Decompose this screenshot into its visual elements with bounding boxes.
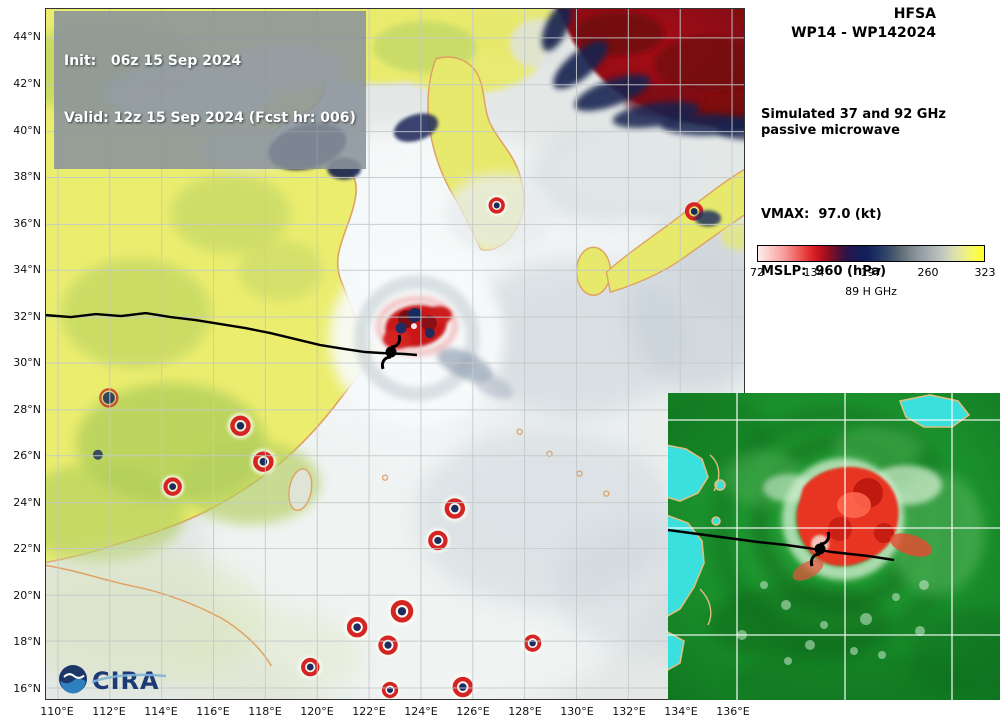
colorbar-tick-label: 260	[917, 266, 939, 279]
storm-id: WP14 - WP142024	[791, 25, 936, 41]
lon-label: 110°E	[40, 705, 74, 718]
lat-label: 34°N	[13, 263, 41, 276]
lat-label: 44°N	[13, 30, 41, 43]
storm-stats: VMAX: 97.0 (kt) MSLP: 960 (hPa)	[761, 167, 886, 319]
lat-label: 30°N	[13, 356, 41, 369]
lat-label: 16°N	[13, 682, 41, 695]
storm-inset-37ghz	[668, 393, 1000, 700]
lon-label: 132°E	[612, 705, 646, 718]
colorbar-units-label: 89 H GHz	[845, 285, 897, 298]
forecast-title-overlay: Init: 06z 15 Sep 2024 Valid: 12z 15 Sep …	[54, 11, 366, 169]
cyclone-position-marker	[380, 334, 402, 370]
inset-track-line	[668, 528, 895, 562]
forecast-track-line	[46, 311, 418, 357]
lat-label: 18°N	[13, 635, 41, 648]
lon-label: 120°E	[300, 705, 334, 718]
panel-header: HFSA WP14 - WP142024	[791, 5, 936, 43]
lon-label: 128°E	[508, 705, 542, 718]
inset-cyclone-marker	[809, 531, 831, 567]
lon-label: 130°E	[560, 705, 594, 718]
cira-wordmark: CIRA	[92, 667, 160, 695]
lat-label: 24°N	[13, 496, 41, 509]
init-time-label: Init: 06z 15 Sep 2024	[64, 53, 242, 69]
cira-logo: CIRA	[91, 667, 167, 695]
inset-microwave-field	[668, 393, 1000, 700]
lat-label: 20°N	[13, 589, 41, 602]
colorbar-tick-label: 323	[974, 266, 996, 279]
inset-grid-lines	[668, 393, 1000, 700]
inset-land	[668, 394, 971, 671]
valid-time-label: Valid: 12z 15 Sep 2024 (Fcst hr: 006)	[64, 110, 356, 126]
lon-label: 126°E	[456, 705, 490, 718]
lat-label: 36°N	[13, 217, 41, 230]
model-name: HFSA	[893, 6, 936, 22]
lat-label: 38°N	[13, 170, 41, 183]
lat-label: 26°N	[13, 449, 41, 462]
noaa-logo	[59, 665, 87, 694]
lon-label: 114°E	[144, 705, 178, 718]
colorbar-gradient	[757, 245, 985, 262]
product-description-line1: Simulated 37 and 92 GHz	[761, 107, 946, 122]
convective-cells	[92, 195, 722, 699]
lon-label: 116°E	[196, 705, 230, 718]
product-description-line2: passive microwave	[761, 123, 900, 138]
colorbar-tick-label: 197	[860, 266, 882, 279]
lon-label: 136°E	[716, 705, 750, 718]
main-map: Init: 06z 15 Sep 2024 Valid: 12z 15 Sep …	[45, 8, 745, 700]
lon-label: 122°E	[352, 705, 386, 718]
lat-label: 40°N	[13, 124, 41, 137]
lat-label: 28°N	[13, 403, 41, 416]
vmax-value: VMAX: 97.0 (kt)	[761, 207, 882, 222]
product-description: Simulated 37 and 92 GHz passive microwav…	[761, 107, 946, 139]
lon-label: 118°E	[248, 705, 282, 718]
colorbar-tick-label: 72	[750, 266, 764, 279]
lat-label: 32°N	[13, 310, 41, 323]
lon-label: 124°E	[404, 705, 438, 718]
lat-label: 42°N	[13, 77, 41, 90]
lon-label: 134°E	[664, 705, 698, 718]
lat-label: 22°N	[13, 542, 41, 555]
mslp-value: MSLP: 960 (hPa)	[761, 264, 887, 279]
lon-label: 112°E	[92, 705, 126, 718]
colorbar-tick-label: 134	[803, 266, 825, 279]
agency-logos: CIRA	[58, 663, 174, 695]
